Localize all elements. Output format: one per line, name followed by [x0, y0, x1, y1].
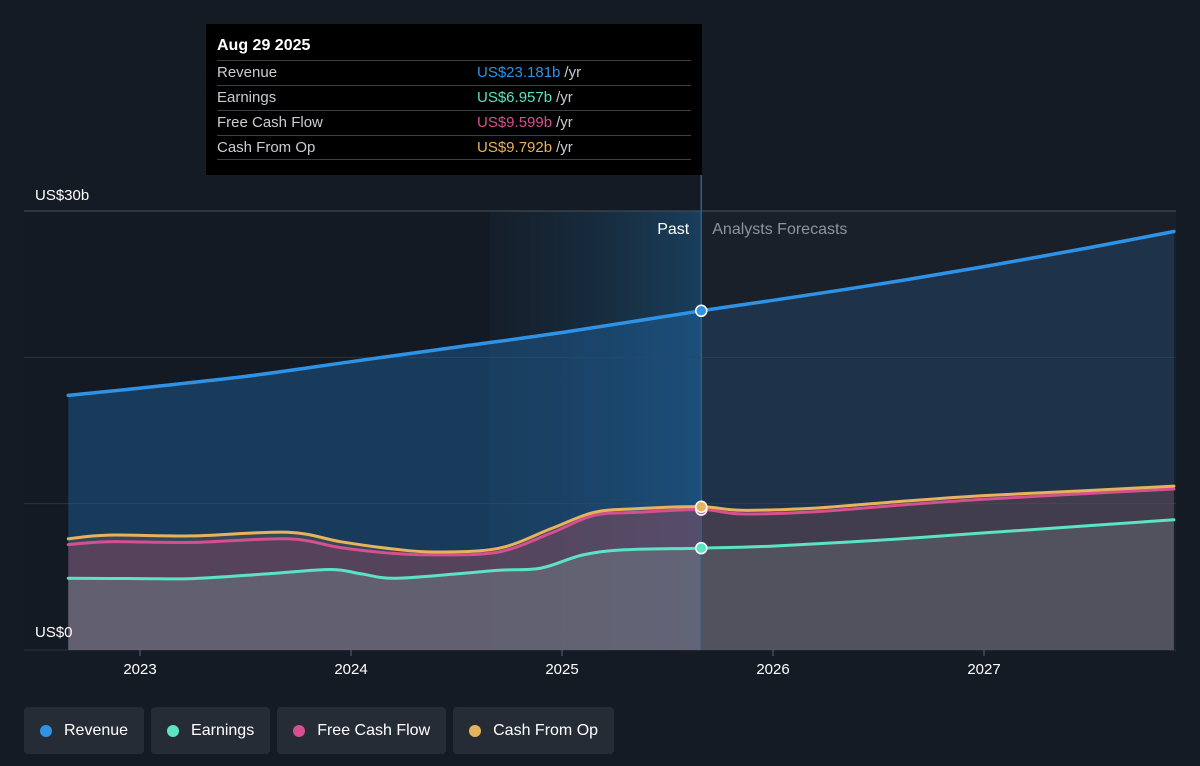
legend-label: Cash From Op	[493, 721, 599, 739]
x-tick-label: 2025	[545, 661, 578, 678]
y-axis-bottom-label: US$0	[35, 624, 73, 641]
tooltip-label: Free Cash Flow	[217, 114, 323, 131]
tooltip-value: US$6.957b	[477, 89, 553, 106]
legend: Revenue Earnings Free Cash Flow Cash Fro…	[24, 707, 615, 754]
y-axis-top-label: US$30b	[35, 187, 89, 204]
tooltip-row-cash-from-op: Cash From Op US$9.792b /yr	[217, 135, 691, 160]
legend-label: Free Cash Flow	[317, 721, 431, 739]
legend-item-free-cash-flow[interactable]: Free Cash Flow	[277, 707, 447, 754]
revenue-line	[66, 229, 1176, 398]
earnings-area-past	[68, 548, 702, 650]
revenue-marker	[695, 304, 708, 318]
tooltip-value: US$23.181b	[477, 64, 561, 81]
legend-label: Earnings	[191, 721, 255, 739]
legend-item-revenue[interactable]: Revenue	[24, 707, 145, 754]
earnings-area-forecast	[701, 519, 1174, 650]
tooltip-unit: /yr	[556, 89, 573, 106]
legend-dot-icon	[40, 724, 52, 737]
tooltip-value: US$9.792b	[477, 139, 553, 156]
x-tick-label: 2027	[967, 661, 1000, 678]
x-tick-label: 2024	[334, 661, 367, 678]
tooltip-row-earnings: Earnings US$6.957b /yr	[217, 85, 691, 110]
tooltip-date: Aug 29 2025	[217, 37, 311, 54]
tooltip-row-revenue: Revenue US$23.181b /yr	[217, 60, 691, 85]
earnings-marker	[695, 541, 708, 555]
legend-dot-icon	[293, 724, 306, 737]
cash-from-op-line	[66, 484, 1176, 554]
tooltip-label: Earnings	[217, 89, 277, 106]
tooltip: Aug 29 2025 Revenue US$23.181b /yr Earni…	[206, 24, 702, 175]
legend-item-earnings[interactable]: Earnings	[151, 707, 271, 754]
tooltip-label: Cash From Op	[217, 139, 316, 156]
tooltip-label: Revenue	[217, 64, 278, 81]
legend-item-cash-from-op[interactable]: Cash From Op	[453, 707, 615, 754]
earnings-line	[66, 518, 1176, 581]
cash-from-op-marker	[695, 500, 708, 513]
tooltip-row-free-cash-flow: Free Cash Flow US$9.599b /yr	[217, 110, 691, 135]
past-label: Past	[657, 221, 690, 238]
tooltip-unit: /yr	[556, 139, 573, 156]
tooltip-unit: /yr	[556, 114, 573, 131]
legend-dot-icon	[469, 724, 482, 737]
tooltip-value: US$9.599b	[477, 114, 553, 131]
legend-dot-icon	[167, 724, 180, 737]
legend-label: Revenue	[64, 721, 129, 739]
forecast-label: Analysts Forecasts	[712, 221, 847, 238]
x-tick-label: 2023	[123, 661, 156, 678]
x-tick-label: 2026	[756, 661, 789, 678]
tooltip-unit: /yr	[564, 64, 582, 81]
free-cash-flow-line	[66, 487, 1176, 557]
revenue-area-past	[68, 310, 702, 650]
